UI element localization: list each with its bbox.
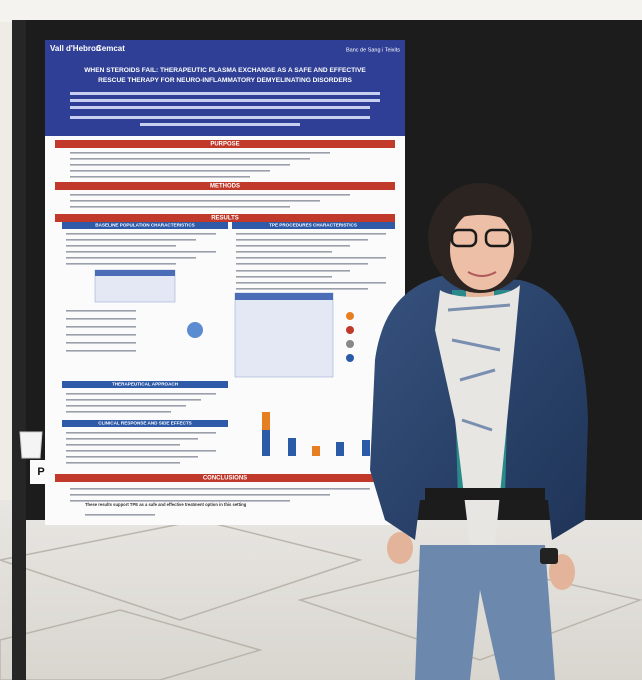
hand xyxy=(387,532,413,564)
section-title: RESULTS xyxy=(211,216,239,222)
text-line xyxy=(66,326,136,328)
watch xyxy=(540,548,558,564)
text-line xyxy=(66,405,186,407)
text-line xyxy=(236,245,350,247)
section-bar xyxy=(55,140,395,148)
fringe xyxy=(448,205,515,225)
text-line xyxy=(70,158,310,160)
text-line xyxy=(70,500,290,502)
text-line xyxy=(66,438,198,440)
text-line xyxy=(66,334,136,336)
poster-title: RESCUE THERAPY FOR NEURO-INFLAMMATORY DE… xyxy=(98,77,352,84)
text-line xyxy=(236,282,386,284)
text-line xyxy=(236,239,368,241)
text-line xyxy=(66,393,216,395)
text-line xyxy=(66,257,196,259)
text-line xyxy=(66,263,176,265)
section-title: TPE PROCEDURES CHARACTERISTICS xyxy=(269,223,357,228)
section-title: METHODS xyxy=(210,184,240,190)
text-line xyxy=(70,176,250,178)
board-post xyxy=(12,20,26,680)
text-line xyxy=(66,462,180,464)
text-line xyxy=(66,444,180,446)
text-line xyxy=(236,288,368,290)
text-line xyxy=(236,251,332,253)
text-line xyxy=(236,263,368,265)
text-line xyxy=(66,239,196,241)
text-line xyxy=(66,432,216,434)
text-line xyxy=(66,350,136,352)
section-bar xyxy=(62,222,228,229)
text-line xyxy=(66,318,136,320)
text-line xyxy=(66,342,136,344)
text-line xyxy=(66,233,216,235)
text-line xyxy=(66,245,176,247)
text-line xyxy=(66,310,136,312)
text-line xyxy=(66,399,201,401)
text-line xyxy=(236,257,386,259)
text-line xyxy=(66,450,216,452)
smile xyxy=(467,271,497,277)
section-title: CONCLUSIONS xyxy=(203,476,247,482)
face xyxy=(450,210,514,290)
glasses xyxy=(450,228,478,248)
side-icons xyxy=(346,312,354,362)
person xyxy=(370,183,588,680)
text-line xyxy=(85,514,155,516)
ceiling xyxy=(0,0,642,22)
text-line xyxy=(70,152,330,154)
body-text xyxy=(66,152,386,516)
table-header xyxy=(235,293,333,300)
table xyxy=(234,292,334,378)
text-line xyxy=(70,494,330,496)
poster-title: WHEN STEROIDS FAIL: THERAPEUTIC PLASMA E… xyxy=(84,67,366,74)
conclusion-highlight: These results support TPE as a safe and … xyxy=(85,502,247,507)
section-bar xyxy=(62,420,228,427)
scarf-pattern xyxy=(447,303,511,432)
section-bar xyxy=(55,474,395,482)
bar-figure xyxy=(262,412,370,456)
section-bar xyxy=(232,222,395,229)
text-line xyxy=(70,164,290,166)
section-title: CLINICAL RESPONSE AND SIDE EFFECTS xyxy=(98,421,191,426)
text-line xyxy=(70,206,290,208)
logo: Vall d'Hebron xyxy=(50,44,101,53)
text-line xyxy=(70,170,270,172)
text-line xyxy=(236,276,332,278)
section-title: THERAPEUTICAL APPROACH xyxy=(112,382,179,387)
figure-icon xyxy=(187,322,203,338)
section-title: BASELINE POPULATION CHARACTERISTICS xyxy=(95,223,194,228)
text-line xyxy=(66,456,198,458)
text-line xyxy=(70,200,320,202)
logo: Cemcat xyxy=(96,44,125,53)
text-line xyxy=(66,251,216,253)
belt xyxy=(425,488,545,500)
table-header xyxy=(95,270,175,276)
section-bar xyxy=(55,214,395,222)
text-line xyxy=(236,270,350,272)
text-line xyxy=(66,411,171,413)
authors xyxy=(70,92,380,126)
jeans xyxy=(415,545,555,680)
text-line xyxy=(70,194,350,196)
text-line xyxy=(236,233,386,235)
logo: Banc de Sang i Teixits xyxy=(346,47,400,53)
glasses xyxy=(484,228,512,248)
section-bar xyxy=(55,182,395,190)
section-title: PURPOSE xyxy=(210,142,239,148)
poster-header xyxy=(45,40,405,136)
text-line xyxy=(70,488,370,490)
cup xyxy=(19,431,43,459)
section-bar xyxy=(62,381,228,388)
